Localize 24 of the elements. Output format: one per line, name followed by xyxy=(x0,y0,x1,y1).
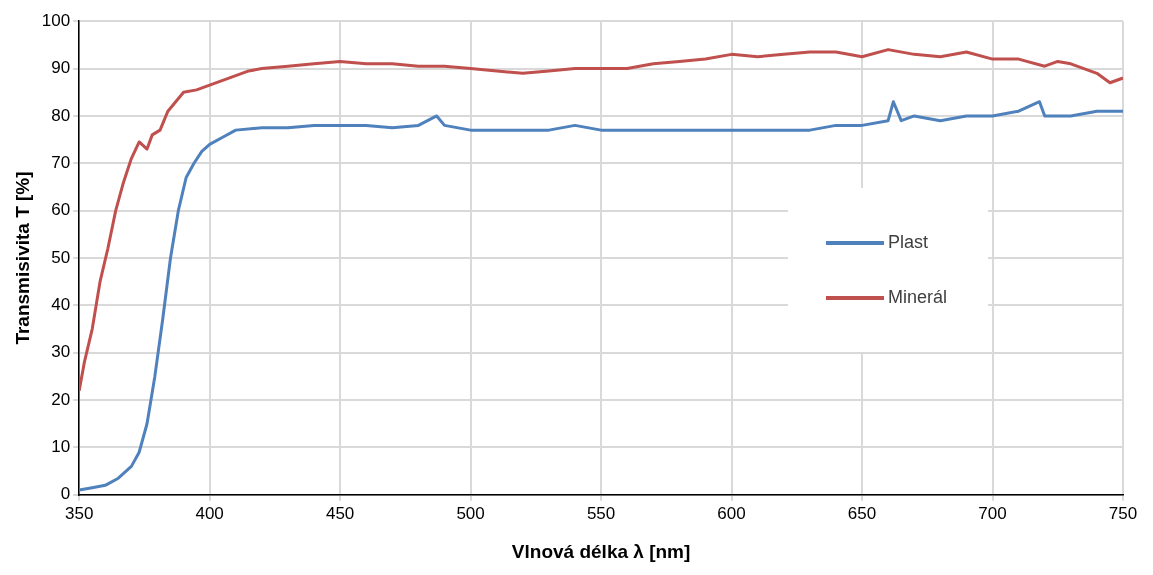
x-tick-label: 450 xyxy=(325,503,355,523)
y-tick-label: 90 xyxy=(51,58,71,78)
legend-label: Plast xyxy=(888,232,929,253)
x-tick-label: 500 xyxy=(456,503,485,523)
x-tick-label: 650 xyxy=(847,503,877,523)
x-tick-label: 750 xyxy=(1108,503,1138,523)
y-tick-label: 40 xyxy=(51,295,71,315)
y-tick-label: 70 xyxy=(51,152,71,172)
x-tick-label: 550 xyxy=(586,503,616,523)
y-tick-label: 20 xyxy=(51,389,71,409)
y-tick-label: 60 xyxy=(51,200,71,220)
x-axis-title: Vlnová délka λ [nm] xyxy=(511,540,691,562)
y-tick-label: 50 xyxy=(51,247,71,267)
y-tick-label: 10 xyxy=(51,437,71,457)
x-tick-label: 400 xyxy=(195,503,224,523)
y-tick-label: 80 xyxy=(51,105,71,125)
y-tick-label: 0 xyxy=(60,484,71,504)
x-tick-label: 350 xyxy=(64,503,94,523)
y-tick-label: 30 xyxy=(51,342,71,362)
x-tick-label: 700 xyxy=(978,503,1007,523)
legend-label: Minerál xyxy=(888,287,948,308)
y-axis-title: Transmisivita T [%] xyxy=(11,171,33,345)
x-tick-label: 600 xyxy=(717,503,746,523)
y-tick-label: 100 xyxy=(41,10,71,30)
